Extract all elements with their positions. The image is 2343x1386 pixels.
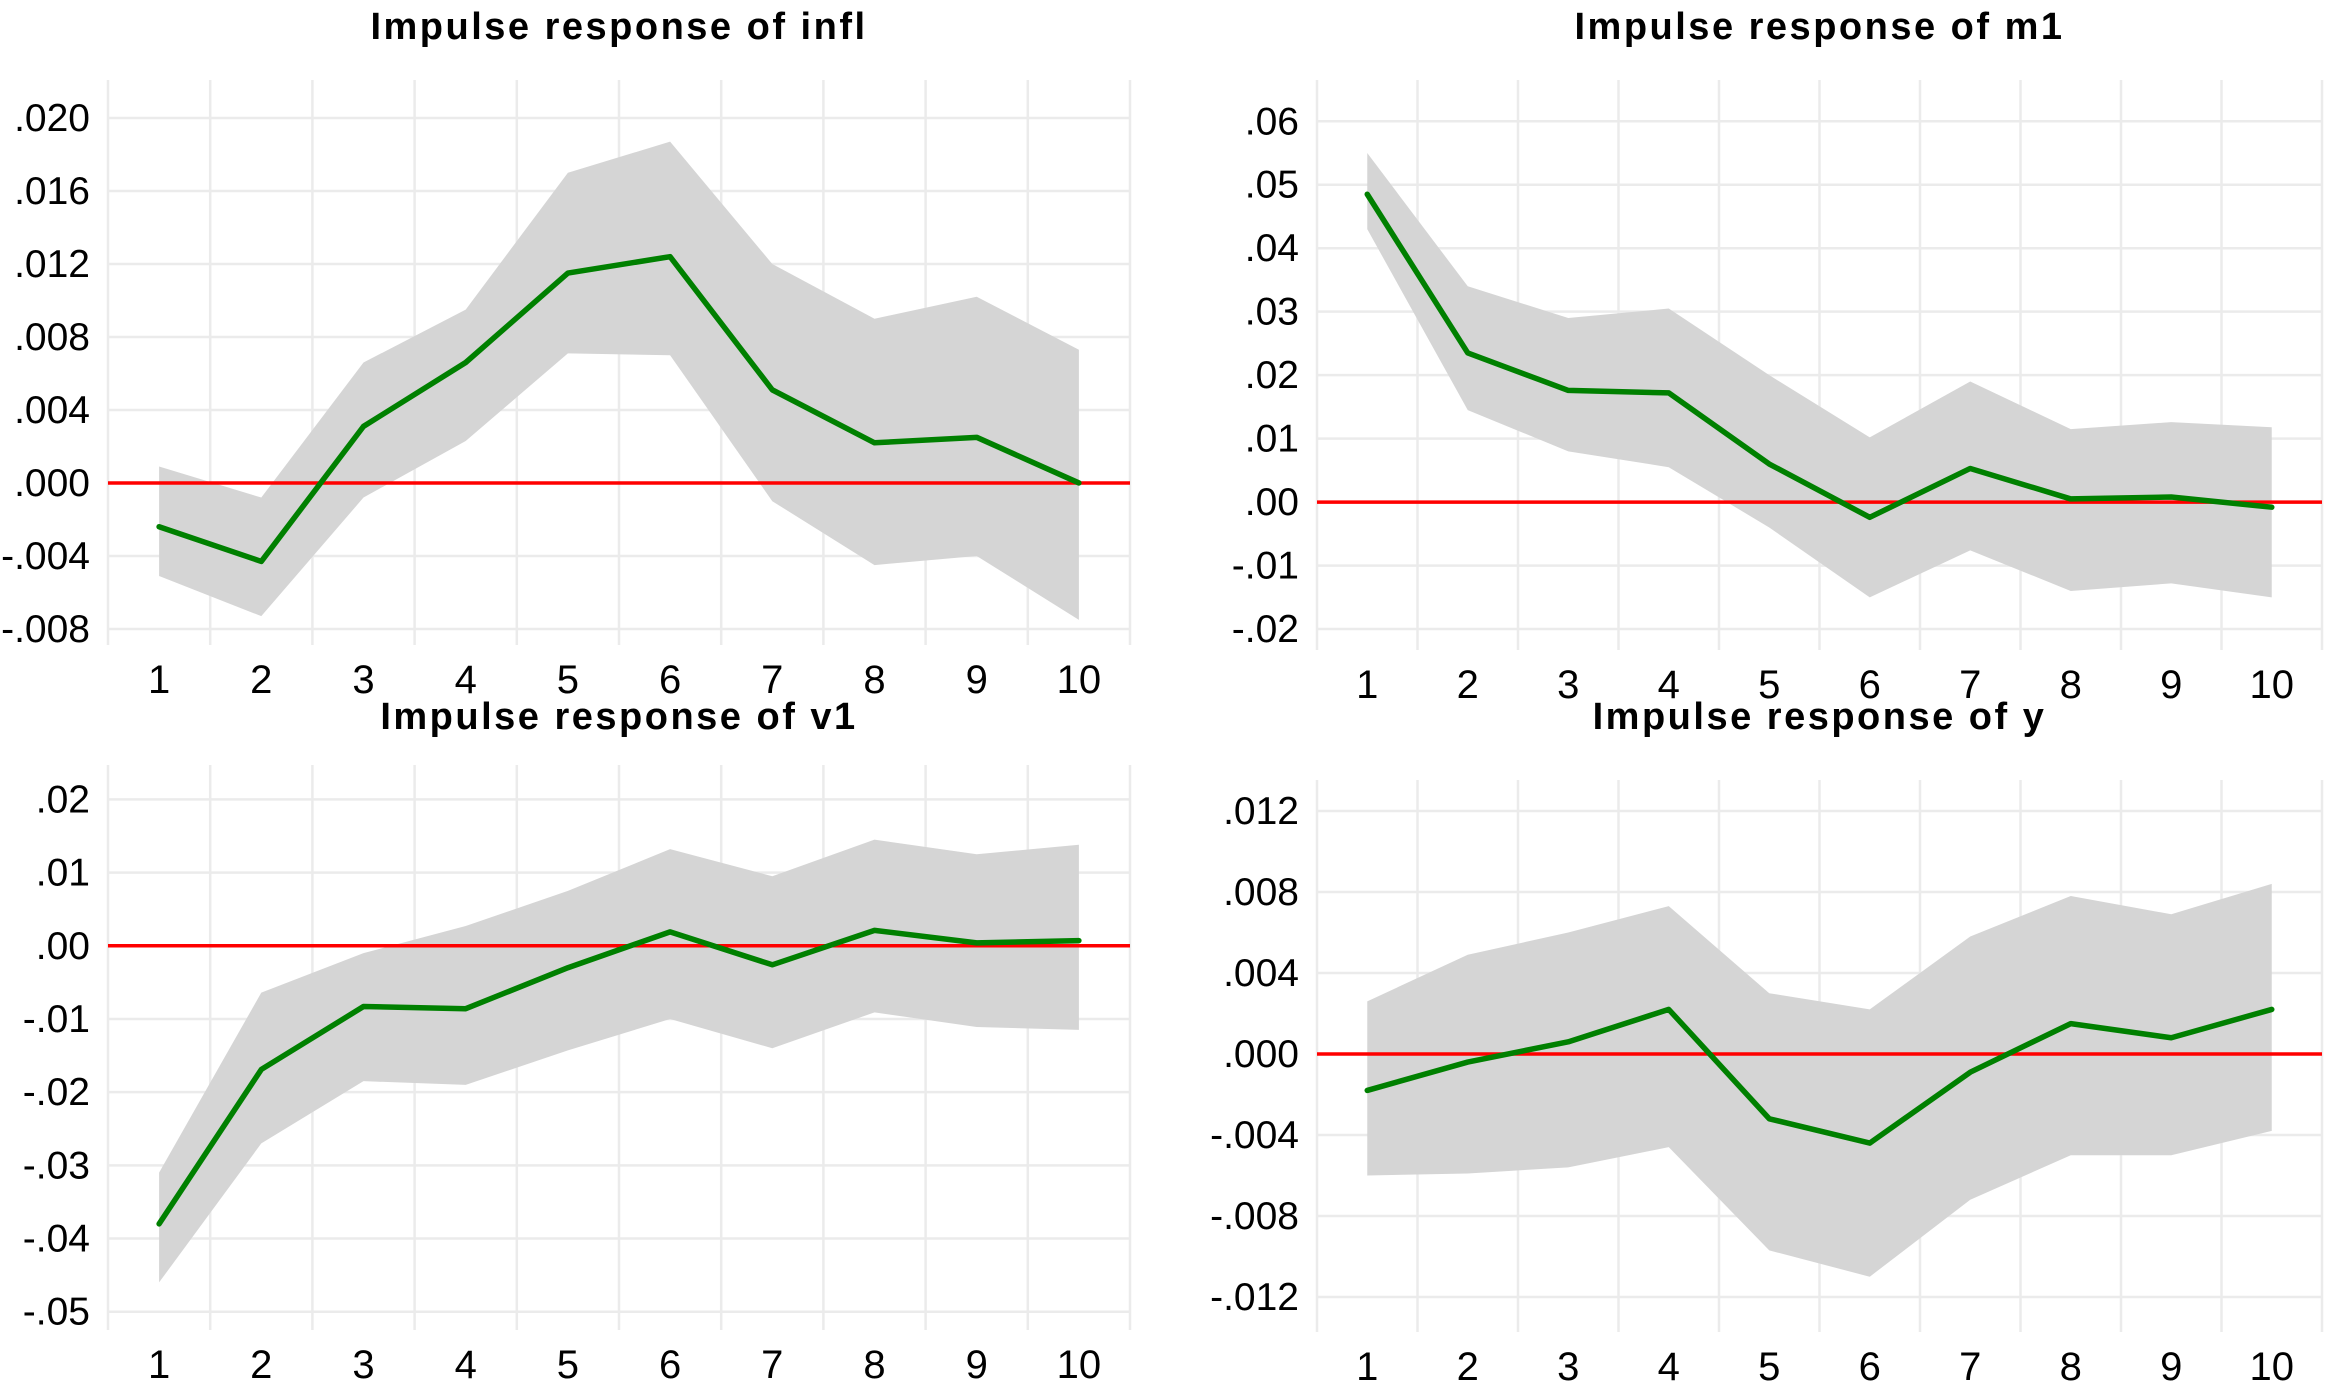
- x-tick-label: 2: [250, 1343, 272, 1386]
- y-tick-label: .008: [1223, 871, 1299, 914]
- y-tick-label: .020: [14, 97, 90, 140]
- x-tick-label: 5: [557, 1343, 579, 1386]
- y-tick-label: .012: [1223, 790, 1299, 833]
- x-tick-label: 5: [1758, 1345, 1780, 1386]
- y-tick-label: -.012: [1210, 1276, 1299, 1319]
- x-tick-label: 2: [250, 658, 272, 702]
- x-tick-label: 3: [1557, 663, 1579, 707]
- x-tick-label: 4: [455, 658, 477, 702]
- chart-impulse-response-m1: .06 .05 .04 .03 .02 .01 .00 -.01 -.02 1 2 3 4 5 6 7 8 9 10: [1232, 80, 2324, 707]
- impulse-response-line: [1364, 1006, 2275, 1146]
- x-tick-label: 3: [352, 658, 374, 702]
- y-tick-label: .01: [1245, 418, 1299, 461]
- y-tick-label: .04: [1245, 227, 1299, 270]
- x-tick-label: 10: [2250, 663, 2295, 707]
- y-tick-label: -.004: [1, 535, 90, 578]
- x-tick-label: 6: [1859, 663, 1881, 707]
- confidence-band: [159, 141, 1079, 620]
- chart-title-m1: Impulse response of m1: [1574, 6, 2065, 48]
- x-tick-label: 7: [1959, 663, 1981, 707]
- confidence-band: [1367, 152, 2272, 598]
- x-tick-label: 6: [659, 658, 681, 702]
- chart-title-v1: Impulse response of v1: [380, 696, 858, 738]
- x-tick-label: 3: [352, 1343, 374, 1386]
- impulse-response-line: [156, 927, 1082, 1227]
- x-tick-label: 8: [2060, 663, 2082, 707]
- x-tick-label: 5: [557, 658, 579, 702]
- impulse-response-line: [1364, 191, 2275, 521]
- confidence-band: [1367, 883, 2272, 1277]
- x-tick-label: 10: [1057, 658, 1102, 702]
- x-tick-label: 3: [1557, 1345, 1579, 1386]
- y-tick-label: .03: [1245, 291, 1299, 334]
- x-tick-label: 8: [2060, 1345, 2082, 1386]
- y-tick-label: -.02: [23, 1071, 90, 1114]
- x-tick-label: 1: [1356, 663, 1378, 707]
- x-tick-label: 8: [863, 1343, 885, 1386]
- y-tick-label: .00: [36, 925, 90, 968]
- x-tick-label: 1: [148, 1343, 170, 1386]
- y-tick-label: .008: [14, 316, 90, 359]
- x-tick-label: 7: [761, 1343, 783, 1386]
- y-tick-label: -.02: [1232, 608, 1299, 651]
- x-tick-label: 1: [148, 658, 170, 702]
- y-tick-label: .000: [1223, 1033, 1299, 1076]
- x-tick-label: 1: [1356, 1345, 1378, 1386]
- x-tick-label: 4: [455, 1343, 477, 1386]
- x-tick-label: 7: [1959, 1345, 1981, 1386]
- y-tick-label: .004: [1223, 952, 1299, 995]
- y-tick-label: .012: [14, 243, 90, 286]
- y-tick-label: .02: [36, 778, 90, 821]
- y-tick-label: -.04: [23, 1218, 90, 1261]
- y-tick-label: .004: [14, 389, 90, 432]
- y-tick-label: -.01: [23, 998, 90, 1041]
- x-tick-label: 9: [2160, 1345, 2182, 1386]
- x-tick-label: 7: [761, 658, 783, 702]
- y-tick-label: -.008: [1, 608, 90, 651]
- chart-title-infl: Impulse response of infl: [370, 6, 868, 48]
- y-tick-label: .05: [1245, 164, 1299, 207]
- y-tick-label: .000: [14, 462, 90, 505]
- x-tick-label: 6: [659, 1343, 681, 1386]
- x-tick-label: 8: [863, 658, 885, 702]
- chart-title-y: Impulse response of y: [1592, 696, 2047, 738]
- y-tick-label: .02: [1245, 354, 1299, 397]
- x-tick-label: 10: [2250, 1345, 2295, 1386]
- y-tick-label: -.008: [1210, 1195, 1299, 1238]
- y-tick-label: -.01: [1232, 545, 1299, 588]
- x-tick-label: 2: [1457, 1345, 1479, 1386]
- chart-impulse-response-infl: .020 .016 .012 .008 .004 .000 -.004 -.008 1 2 3 4 5 6…: [1, 80, 1132, 702]
- x-tick-label: 9: [966, 658, 988, 702]
- impulse-response-line: [156, 253, 1082, 565]
- x-tick-label: 6: [1859, 1345, 1881, 1386]
- x-tick-label: 2: [1457, 663, 1479, 707]
- x-tick-label: 5: [1758, 663, 1780, 707]
- chart-impulse-response-y: .012 .008 .004 .000 -.004 -.008 -.012 1 2 3 4 5 6 7 8 9…: [1210, 780, 2324, 1386]
- chart-impulse-response-v1: .02 .01 .00 -.01 -.02 -.03 -.04 -.05 1 2 3 4 5 6 7 8 9 10: [23, 765, 1132, 1386]
- y-tick-label: -.05: [23, 1291, 90, 1334]
- x-tick-label: 4: [1658, 1345, 1680, 1386]
- y-tick-label: .06: [1245, 100, 1299, 143]
- x-tick-label: 4: [1658, 663, 1680, 707]
- y-tick-label: -.03: [23, 1144, 90, 1187]
- confidence-band: [159, 839, 1079, 1283]
- x-tick-label: 9: [966, 1343, 988, 1386]
- x-tick-label: 10: [1057, 1343, 1102, 1386]
- y-tick-label: .00: [1245, 481, 1299, 524]
- y-tick-label: -.004: [1210, 1114, 1299, 1157]
- x-tick-label: 9: [2160, 663, 2182, 707]
- y-tick-label: .01: [36, 852, 90, 895]
- y-tick-label: .016: [14, 170, 90, 213]
